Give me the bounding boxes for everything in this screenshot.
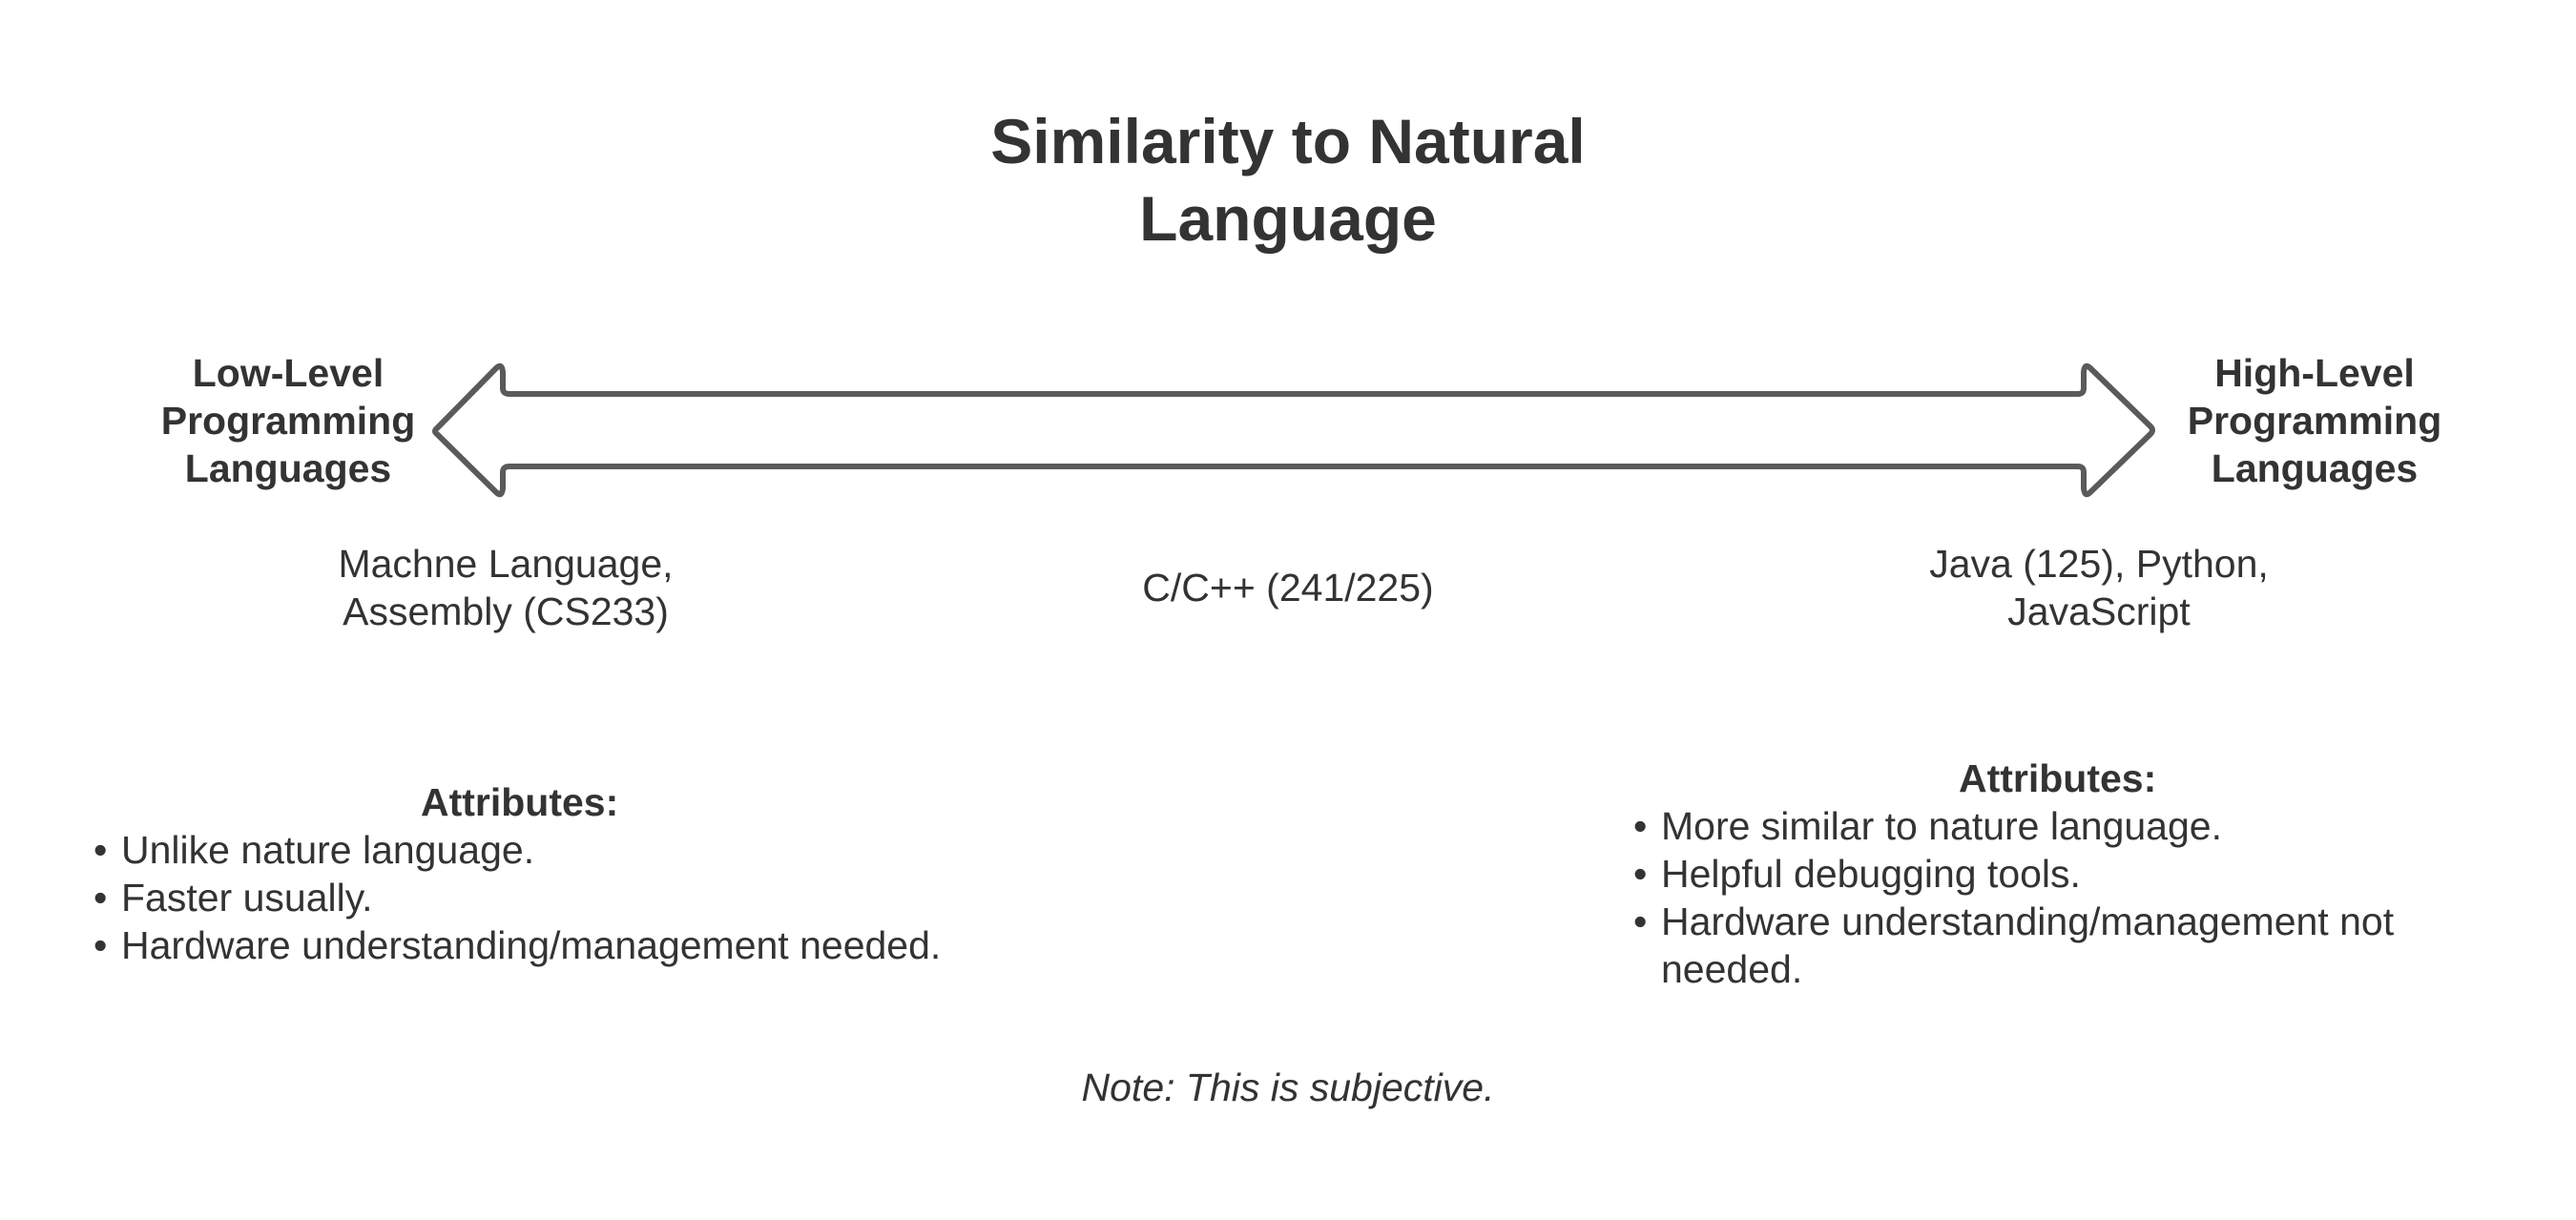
bullet-icon: • — [1633, 804, 1648, 848]
high-level-attributes-heading: Attributes: — [1959, 756, 2157, 800]
diagram-title: Similarity to Natural Language — [906, 103, 1670, 258]
list-item: • Faster usually. — [93, 874, 952, 921]
note-text: Note: This is subjective. — [1081, 1065, 1495, 1109]
low-level-attributes-heading: Attributes: — [421, 780, 619, 824]
high-level-languages-line-2: JavaScript — [2007, 589, 2191, 633]
low-level-attributes-list: • Unlike nature language. • Faster usually… — [93, 826, 952, 969]
bullet-icon: • — [93, 876, 108, 920]
list-item: • Helpful debugging tools. — [1633, 850, 2454, 898]
bullet-icon: • — [93, 923, 108, 967]
low-level-languages-line-1: Machne Language, — [338, 542, 674, 586]
high-level-attributes-list: • More similar to nature language. • Helpf… — [1633, 802, 2454, 993]
low-level-label-line-2: Programming — [160, 399, 416, 443]
high-level-languages: Java (125), Python, JavaScript — [1813, 540, 2385, 635]
high-level-label-line-1: High-Level — [2214, 351, 2415, 395]
list-item: • Hardware understanding/management neede… — [93, 921, 952, 969]
double-headed-arrow-icon — [432, 362, 2155, 498]
list-item-text: More similar to nature language. — [1661, 804, 2222, 848]
low-level-languages-line-2: Assembly (CS233) — [343, 589, 669, 633]
arrow-shape — [432, 362, 2155, 498]
bullet-icon: • — [1633, 899, 1648, 943]
low-level-label-line-1: Low-Level — [192, 351, 384, 395]
bullet-icon: • — [93, 828, 108, 872]
list-item-text: Hardware understanding/management not ne… — [1661, 899, 2395, 991]
bullet-icon: • — [1633, 852, 1648, 896]
list-item-text: Hardware understanding/management needed… — [121, 923, 942, 967]
title-line-2: Language — [1139, 183, 1437, 254]
high-level-label-line-2: Programming — [2187, 399, 2442, 443]
mid-level-languages: C/C++ (241/225) — [1049, 564, 1527, 611]
high-level-attributes: Attributes: • More similar to nature lang… — [1633, 755, 2454, 993]
list-item: • Hardware understanding/management not n… — [1633, 898, 2454, 993]
low-level-attributes: Attributes: • Unlike nature language. • Fa… — [93, 778, 952, 969]
list-item: • Unlike nature language. — [93, 826, 952, 874]
low-level-label-line-3: Languages — [184, 446, 392, 490]
list-item: • More similar to nature language. — [1633, 802, 2454, 850]
mid-level-languages-line-1: C/C++ (241/225) — [1142, 566, 1434, 610]
title-line-1: Similarity to Natural — [990, 106, 1586, 176]
list-item-text: Helpful debugging tools. — [1661, 852, 2081, 896]
low-level-label: Low-Level Programming Languages — [135, 349, 441, 492]
list-item-text: Unlike nature language. — [121, 828, 535, 872]
list-item-text: Faster usually. — [121, 876, 373, 920]
high-level-languages-line-1: Java (125), Python, — [1929, 542, 2269, 586]
high-level-label: High-Level Programming Languages — [2162, 349, 2467, 492]
high-level-label-line-3: Languages — [2211, 446, 2419, 490]
low-level-languages: Machne Language, Assembly (CS233) — [267, 540, 744, 635]
